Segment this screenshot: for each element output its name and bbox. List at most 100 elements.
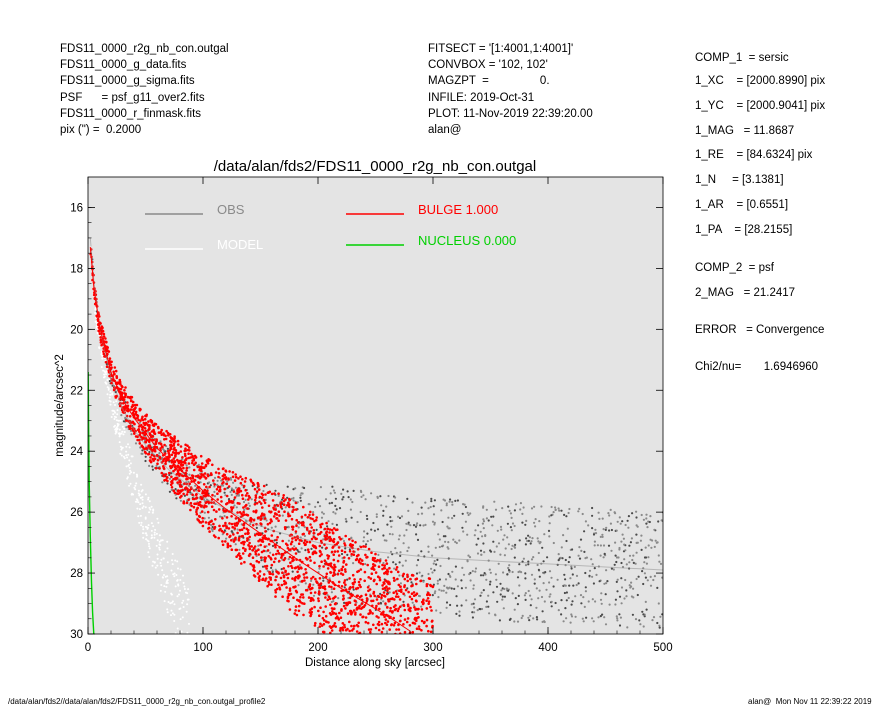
data-point	[406, 549, 409, 553]
data-point	[204, 464, 208, 468]
data-point	[159, 447, 162, 450]
data-point	[194, 461, 197, 465]
data-point	[390, 525, 393, 528]
data-point	[472, 587, 475, 590]
data-point	[276, 535, 279, 539]
data-point	[564, 607, 567, 610]
data-point	[291, 510, 294, 513]
data-point	[266, 569, 269, 573]
data-point	[128, 472, 131, 475]
data-point	[620, 586, 624, 589]
data-point	[348, 550, 352, 553]
data-point	[210, 523, 213, 527]
data-point	[335, 523, 338, 527]
data-point	[367, 547, 371, 551]
data-point	[217, 508, 221, 511]
data-point	[352, 562, 355, 565]
data-point	[258, 500, 261, 504]
data-point	[185, 493, 189, 496]
data-point	[177, 451, 180, 455]
data-point	[138, 430, 141, 433]
data-point	[115, 427, 118, 429]
data-point	[332, 553, 336, 556]
data-point	[303, 534, 306, 538]
data-point	[376, 575, 380, 578]
data-point	[454, 565, 457, 568]
data-point	[136, 507, 139, 510]
data-point	[494, 508, 498, 511]
data-point	[269, 578, 273, 581]
data-point	[406, 587, 409, 590]
data-point	[102, 335, 106, 338]
data-point	[194, 456, 198, 459]
data-point	[429, 583, 432, 587]
data-point	[107, 388, 110, 391]
data-point	[454, 540, 457, 544]
data-point	[472, 602, 475, 605]
data-point	[558, 509, 561, 512]
data-point	[332, 527, 336, 530]
data-point	[623, 543, 626, 546]
data-point	[178, 483, 182, 487]
data-point	[433, 592, 436, 595]
data-point	[441, 520, 444, 524]
data-point	[397, 515, 400, 518]
data-point	[179, 460, 183, 463]
data-point	[540, 595, 544, 599]
data-point	[548, 515, 551, 518]
data-point	[598, 517, 601, 521]
data-point	[425, 624, 428, 628]
data-point	[372, 623, 375, 627]
data-point	[187, 462, 191, 465]
data-point	[179, 481, 182, 484]
data-point	[122, 420, 126, 423]
data-point	[297, 542, 301, 545]
data-point	[451, 503, 454, 506]
data-point	[191, 497, 195, 501]
data-point	[161, 445, 164, 449]
data-point	[614, 598, 618, 601]
data-point	[148, 424, 151, 427]
data-point	[341, 565, 345, 569]
data-point	[292, 508, 296, 512]
data-point	[591, 598, 594, 601]
data-point	[488, 612, 491, 615]
data-point	[304, 571, 308, 574]
data-point	[411, 584, 414, 587]
data-point	[494, 614, 497, 617]
data-point	[240, 541, 243, 545]
data-point	[372, 590, 376, 594]
data-point	[430, 567, 433, 570]
data-point	[185, 464, 188, 467]
data-point	[377, 553, 380, 557]
data-point	[222, 467, 225, 470]
data-point	[192, 463, 196, 467]
data-point	[410, 597, 414, 601]
data-point	[166, 431, 170, 435]
data-point	[442, 535, 445, 538]
data-point	[309, 523, 312, 526]
data-point	[330, 585, 333, 589]
data-point	[482, 589, 485, 592]
data-point	[493, 500, 496, 503]
data-point	[278, 559, 281, 563]
data-point	[376, 528, 380, 531]
data-point	[162, 473, 166, 477]
data-point	[313, 519, 316, 523]
data-point	[297, 584, 300, 587]
data-point	[369, 628, 373, 631]
data-point	[626, 519, 629, 522]
data-point	[557, 553, 560, 556]
data-point	[255, 526, 258, 530]
data-point	[431, 585, 435, 588]
data-point	[255, 559, 259, 563]
data-point	[129, 429, 133, 432]
data-point	[161, 539, 164, 542]
data-point	[118, 428, 121, 431]
data-point	[527, 616, 530, 619]
data-point	[156, 539, 159, 542]
data-point	[346, 490, 349, 493]
data-point	[120, 454, 123, 457]
data-point	[180, 494, 183, 498]
data-point	[591, 506, 594, 510]
